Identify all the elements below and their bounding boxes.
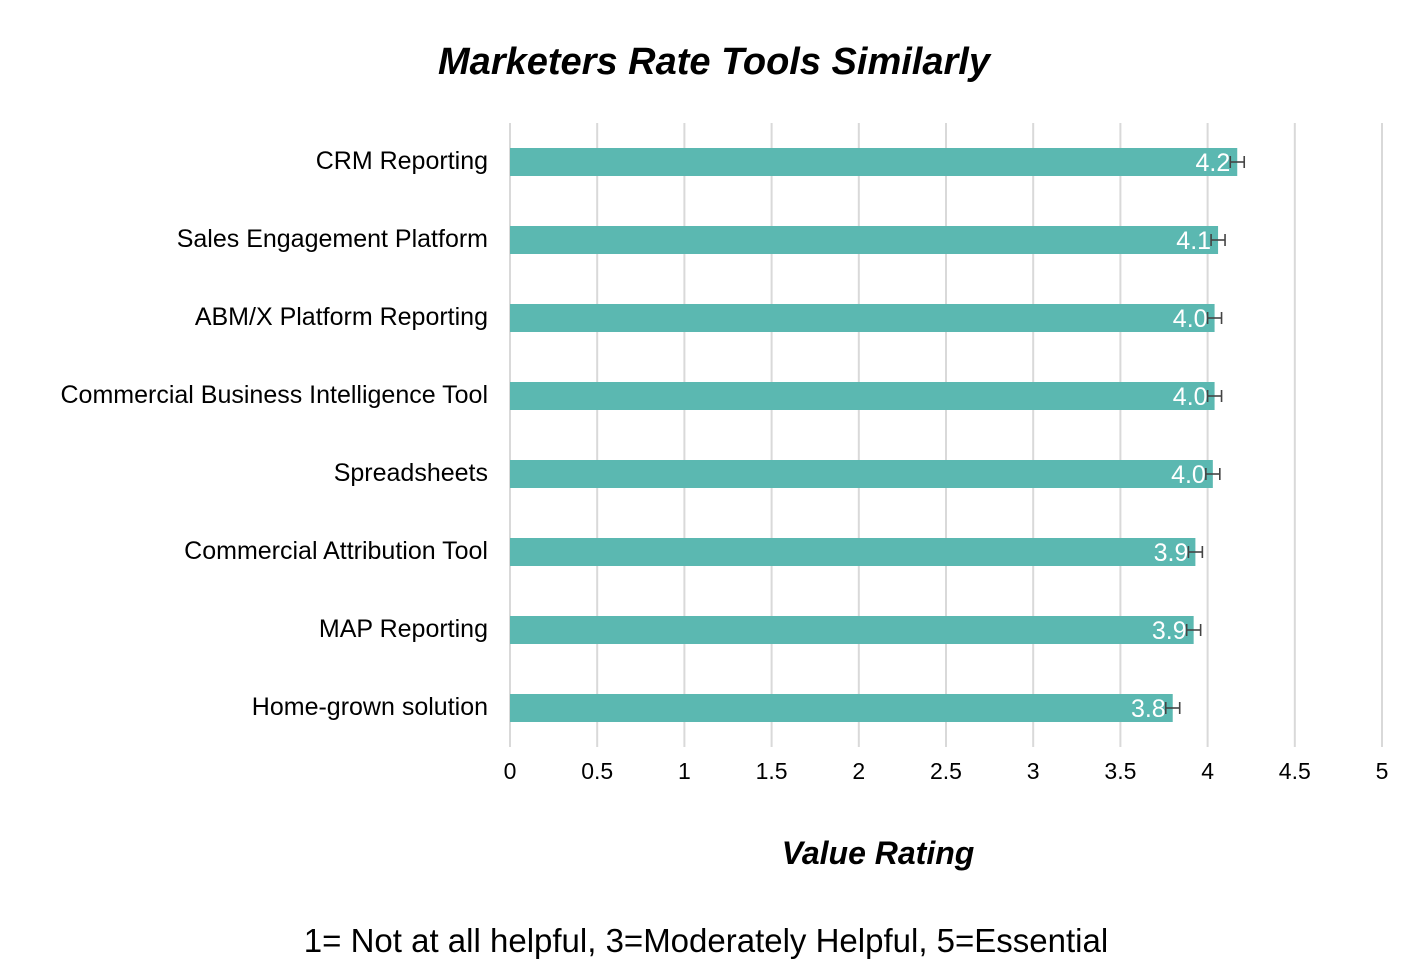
data-label: 4.0	[1173, 383, 1208, 411]
category-label: Commercial Attribution Tool	[184, 537, 488, 565]
chart-title: Marketers Rate Tools Similarly	[438, 41, 992, 83]
data-label: 3.9	[1152, 617, 1187, 645]
category-label: ABM/X Platform Reporting	[195, 303, 488, 331]
x-tick-label: 2	[852, 758, 865, 784]
error-bar	[1210, 234, 1226, 246]
bar	[510, 460, 1213, 488]
bar	[510, 304, 1215, 332]
scale-note: 1= Not at all helpful, 3=Moderately Help…	[304, 922, 1108, 959]
category-label: CRM Reporting	[316, 147, 488, 175]
x-tick-label: 3.5	[1104, 758, 1136, 784]
x-tick-label: 3	[1027, 758, 1040, 784]
x-tick-label: 2.5	[930, 758, 962, 784]
error-bar	[1206, 390, 1223, 402]
error-bar	[1229, 156, 1246, 168]
bar	[510, 538, 1196, 566]
x-axis-label: Value Rating	[782, 835, 975, 871]
category-labels: CRM Reporting Sales Engagement Platform AB…	[60, 147, 488, 721]
bar	[510, 616, 1194, 644]
x-tick-label: 1	[678, 758, 691, 784]
data-label: 4.0	[1171, 461, 1206, 489]
data-label: 4.2	[1195, 149, 1230, 177]
x-tick-label: 0.5	[581, 758, 613, 784]
bar	[510, 148, 1238, 176]
data-label: 4.0	[1173, 305, 1208, 333]
x-tick-label: 1.5	[756, 758, 788, 784]
error-bar	[1185, 624, 1202, 636]
x-tick-labels: 0 0.5 1 1.5 2 2.5 3 3.5 4 4.5 5	[504, 758, 1389, 784]
bar	[510, 382, 1215, 410]
error-bar	[1164, 702, 1181, 714]
error-bars	[1164, 156, 1246, 714]
data-label: 4.1	[1176, 227, 1211, 255]
error-bar	[1206, 312, 1223, 324]
bar	[510, 226, 1219, 254]
x-tick-label: 0	[504, 758, 517, 784]
data-label: 3.9	[1154, 539, 1189, 567]
bar	[510, 694, 1173, 722]
x-tick-label: 4	[1201, 758, 1214, 784]
x-tick-label: 5	[1376, 758, 1389, 784]
data-labels: 4.2 4.1 4.0 4.0 4.0 3.9 3.9 3.8	[1131, 149, 1230, 723]
category-label: Sales Engagement Platform	[177, 225, 488, 253]
gridlines	[509, 123, 1383, 747]
x-tick-label: 4.5	[1279, 758, 1311, 784]
category-label: Commercial Business Intelligence Tool	[60, 381, 488, 409]
category-label: Spreadsheets	[334, 459, 488, 487]
category-label: Home-grown solution	[252, 693, 488, 721]
bars	[510, 148, 1238, 722]
category-label: MAP Reporting	[319, 615, 488, 643]
error-bar	[1187, 546, 1204, 558]
error-bar	[1205, 468, 1221, 480]
data-label: 3.8	[1131, 695, 1166, 723]
